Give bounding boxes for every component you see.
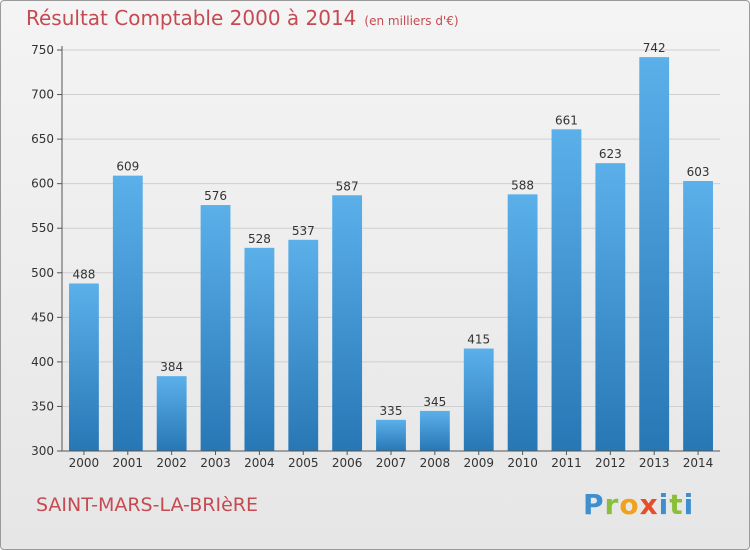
y-tick-label: 400 — [31, 355, 54, 369]
data-label: 415 — [467, 333, 490, 347]
x-tick-label: 2006 — [332, 456, 363, 470]
data-label: 742 — [643, 41, 666, 55]
x-tick-label: 2005 — [288, 456, 319, 470]
y-tick-label: 300 — [31, 444, 54, 458]
data-label: 335 — [380, 404, 403, 418]
data-label: 623 — [599, 147, 622, 161]
data-label: 603 — [687, 165, 710, 179]
data-label: 661 — [555, 113, 578, 127]
x-tick-label: 2011 — [551, 456, 582, 470]
x-tick-label: 2000 — [69, 456, 100, 470]
bar-2010 — [507, 194, 538, 452]
x-tick-label: 2003 — [200, 456, 231, 470]
y-tick-label: 650 — [31, 132, 54, 146]
bar-2007 — [376, 419, 406, 451]
x-tick-label: 2009 — [463, 456, 494, 470]
data-label: 384 — [160, 360, 183, 374]
y-tick-label: 550 — [31, 221, 54, 235]
data-label: 488 — [72, 267, 95, 281]
bar-2003 — [200, 205, 231, 451]
bar-2013 — [639, 57, 670, 452]
commune-name: SAINT-MARS-LA-BRIèRE — [36, 494, 258, 516]
proxiti-logo: Proxiti — [583, 488, 695, 521]
y-tick-label: 600 — [31, 177, 54, 191]
x-tick-label: 2014 — [683, 456, 714, 470]
data-label: 588 — [511, 178, 534, 192]
y-tick-label: 350 — [31, 399, 54, 413]
x-tick-label: 2013 — [639, 456, 670, 470]
x-tick-label: 2002 — [156, 456, 187, 470]
data-label: 345 — [423, 395, 446, 409]
y-tick-label: 750 — [31, 43, 54, 57]
chart-subtitle: (en milliers d'€) — [364, 14, 459, 28]
x-tick-label: 2004 — [244, 456, 275, 470]
x-tick-label: 2001 — [113, 456, 144, 470]
bar-2006 — [332, 195, 363, 451]
bar-2011 — [551, 129, 582, 451]
bar-2009 — [463, 348, 494, 451]
x-tick-label: 2007 — [376, 456, 407, 470]
y-tick-label: 500 — [31, 266, 54, 280]
data-label: 576 — [204, 189, 227, 203]
bar-2012 — [595, 163, 626, 451]
data-label: 587 — [336, 179, 359, 193]
data-label: 528 — [248, 232, 271, 246]
y-tick-label: 700 — [31, 88, 54, 102]
bar-2001 — [112, 175, 143, 451]
y-tick-label: 450 — [31, 310, 54, 324]
bar-2000 — [69, 283, 99, 451]
chart-title: Résultat Comptable 2000 à 2014 (en millie… — [26, 6, 459, 30]
data-label: 609 — [116, 160, 139, 174]
bar-2004 — [244, 247, 275, 451]
bar-2005 — [288, 239, 319, 451]
x-tick-label: 2008 — [420, 456, 451, 470]
data-label: 537 — [292, 224, 315, 238]
bar-2014 — [683, 180, 713, 451]
bar-2002 — [156, 376, 187, 451]
x-tick-label: 2012 — [595, 456, 626, 470]
bar-2008 — [419, 410, 450, 451]
chart-title-text: Résultat Comptable 2000 à 2014 — [26, 6, 357, 30]
x-tick-label: 2010 — [507, 456, 538, 470]
